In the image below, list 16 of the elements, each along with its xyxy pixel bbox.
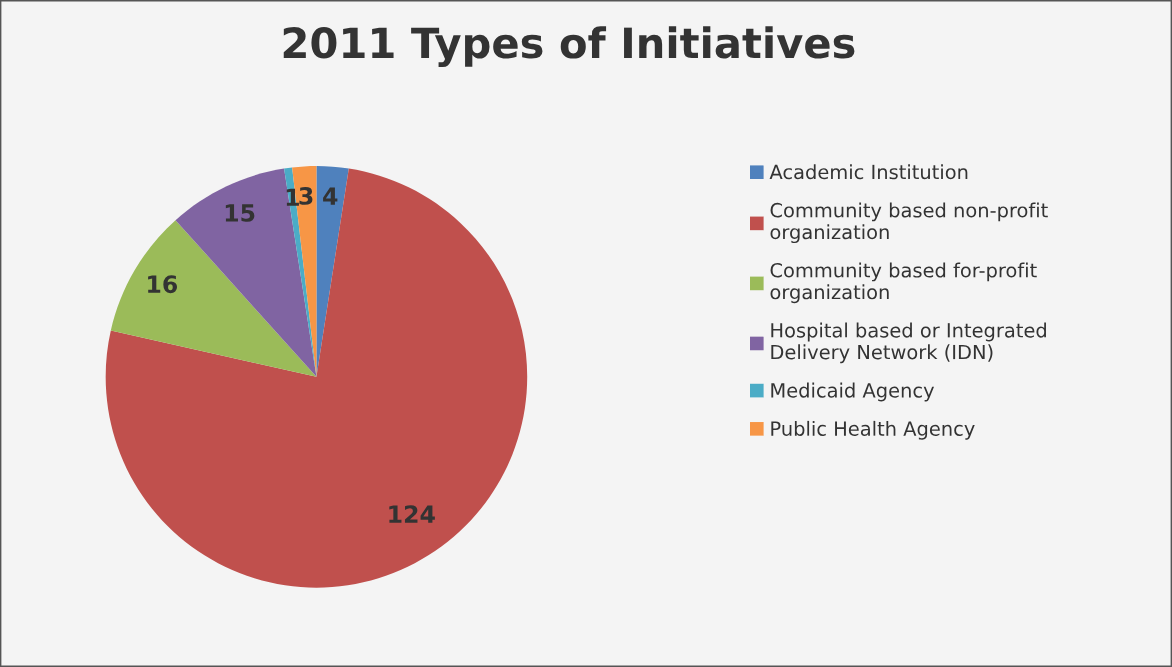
legend-label: Community based non-profit organization bbox=[770, 202, 1048, 244]
data-label: 124 bbox=[389, 505, 435, 523]
pie-slice bbox=[316, 166, 349, 377]
data-label: 16 bbox=[148, 275, 178, 294]
pie-slice bbox=[110, 220, 317, 377]
legend-label: Academic Institution bbox=[769, 164, 968, 180]
legend-label: Community based for-profit organization bbox=[770, 262, 1037, 304]
data-label: 15 bbox=[225, 204, 255, 222]
data-label: 4 bbox=[323, 187, 338, 205]
chart-title: 2011 Types of Initiatives bbox=[283, 26, 855, 68]
pie-slice bbox=[175, 168, 317, 377]
legend-label: Public Health Agency bbox=[771, 420, 975, 440]
data-label: 3 bbox=[299, 186, 313, 205]
pie-slice bbox=[105, 168, 528, 588]
legend-label: Hospital based or Integrated Delivery Network (IDN) bbox=[771, 322, 1046, 364]
legend-label: Medicaid Agency bbox=[771, 382, 935, 402]
